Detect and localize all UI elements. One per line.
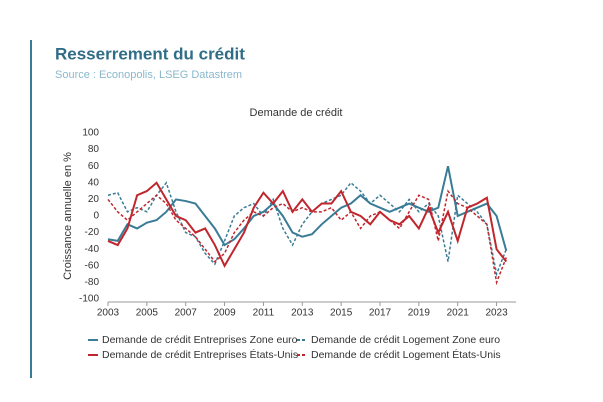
legend-label: Demande de crédit Entreprises États-Unis bbox=[102, 348, 298, 361]
y-tick-label: 0 bbox=[93, 211, 99, 222]
x-tick-label: 2019 bbox=[408, 308, 431, 319]
x-tick-label: 2007 bbox=[175, 308, 198, 319]
y-axis-label: Croissance annuelle en % bbox=[62, 152, 74, 280]
y-tick-label: -60 bbox=[85, 260, 100, 271]
x-tick-label: 2013 bbox=[291, 308, 314, 319]
y-tick-label: -40 bbox=[85, 244, 100, 255]
x-tick-label: 2009 bbox=[213, 308, 236, 319]
y-tick-label: -20 bbox=[85, 227, 100, 238]
y-tick-label: 80 bbox=[88, 144, 100, 155]
series-line bbox=[107, 165, 508, 252]
x-tick-label: 2023 bbox=[485, 308, 508, 319]
y-tick-label: -100 bbox=[79, 294, 99, 305]
y-tick-label: 20 bbox=[88, 194, 100, 205]
x-tick-label: 2017 bbox=[369, 308, 392, 319]
y-tick-label: 40 bbox=[88, 177, 100, 188]
y-tick-label: -80 bbox=[85, 277, 100, 288]
series-line bbox=[107, 189, 507, 286]
x-tick-label: 2015 bbox=[330, 308, 353, 319]
x-tick-label: 2005 bbox=[136, 308, 159, 319]
x-tick-label: 2021 bbox=[447, 308, 470, 319]
source: Source : Econopolis, LSEG Datastrem bbox=[55, 69, 242, 81]
accent-bar bbox=[30, 40, 32, 378]
page-title: Resserrement du crédit bbox=[55, 44, 245, 63]
series-line bbox=[107, 181, 507, 277]
x-tick-label: 2011 bbox=[253, 308, 275, 319]
legend-label: Demande de crédit Logement États-Unis bbox=[311, 348, 501, 361]
legend-label: Demande de crédit Logement Zone euro bbox=[311, 334, 500, 346]
y-tick-label: 100 bbox=[82, 128, 99, 139]
y-tick-label: 60 bbox=[88, 161, 100, 172]
legend-label: Demande de crédit Entreprises Zone euro bbox=[102, 334, 298, 346]
x-tick-label: 2003 bbox=[97, 308, 120, 319]
chart-title: Demande de crédit bbox=[250, 107, 343, 119]
